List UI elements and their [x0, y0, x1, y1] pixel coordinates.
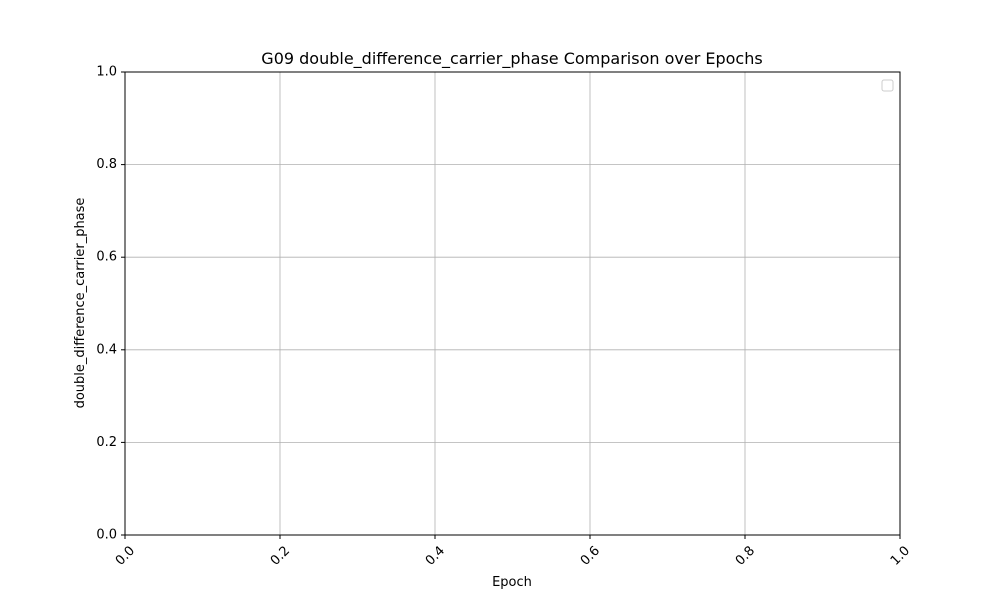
- plot-area-frame: [124, 71, 901, 536]
- y-tick-label: 1.0: [96, 65, 117, 80]
- y-tick-label: 0.0: [96, 528, 117, 543]
- y-tick-label: 0.2: [96, 435, 117, 450]
- legend-box: [881, 79, 894, 92]
- y-tick-label: 0.6: [96, 250, 117, 265]
- x-axis-label: Epoch: [492, 575, 532, 590]
- y-tick-label: 0.4: [96, 342, 117, 357]
- y-axis-label: double_difference_carrier_phase: [73, 198, 88, 409]
- y-tick-label: 0.8: [96, 157, 117, 172]
- chart-title: G09 double_difference_carrier_phase Comp…: [261, 49, 762, 69]
- y-axis-ticks: 0.0 0.2 0.4 0.6 0.8 1.0: [96, 65, 125, 543]
